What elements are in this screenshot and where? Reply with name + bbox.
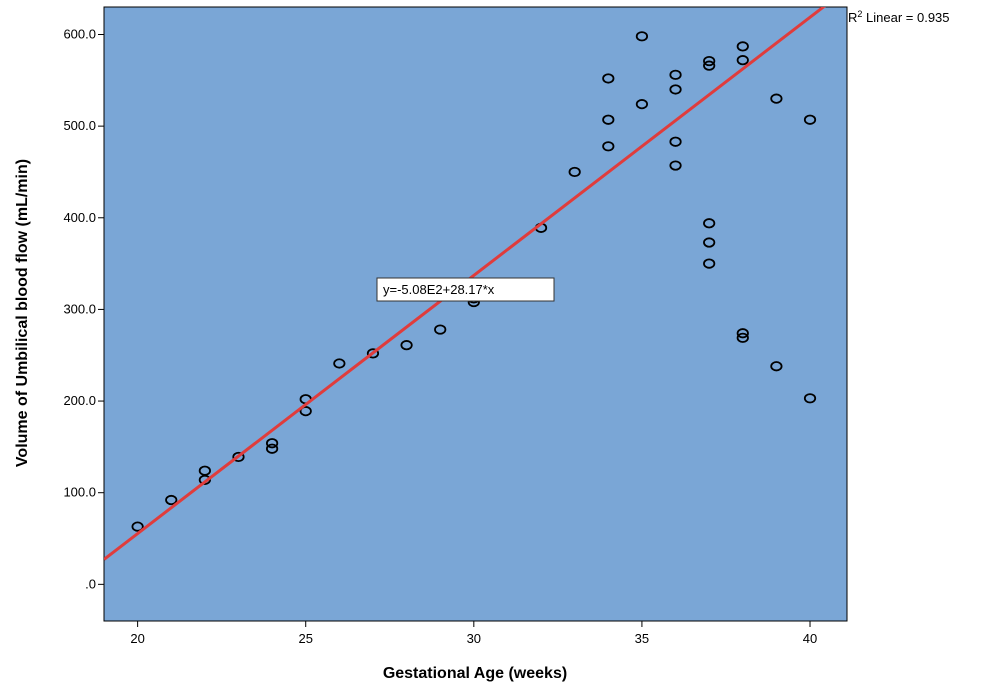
data-point — [803, 114, 817, 125]
data-point — [703, 60, 716, 71]
data-point — [265, 438, 279, 449]
data-point — [635, 31, 649, 42]
axes-group: .0 100.0 200.0 300.0 400.0 500.0 600.0 20 25 30 35… — [63, 26, 817, 646]
equation-box: y=-5.08E2+28.17*x — [376, 277, 555, 302]
data-point — [669, 136, 682, 147]
data-point — [265, 443, 279, 454]
x-tick-label: 35 — [635, 631, 649, 646]
data-point — [703, 258, 716, 269]
y-tick-label: 400.0 — [63, 210, 96, 225]
y-tick-label: 300.0 — [63, 301, 96, 316]
data-point — [736, 332, 749, 343]
data-point — [669, 160, 682, 171]
fit-line — [104, 7, 826, 561]
data-point — [602, 114, 615, 125]
y-tick-label: .0 — [85, 576, 96, 591]
data-point — [669, 84, 682, 95]
x-tick-label: 20 — [130, 631, 144, 646]
x-tick-label: 25 — [298, 631, 312, 646]
r-squared-prefix: R — [848, 10, 857, 25]
data-point — [299, 406, 312, 417]
r-squared-suffix: Linear = 0.935 — [862, 10, 949, 25]
data-point — [131, 521, 144, 532]
data-point — [602, 73, 615, 84]
equation-box-frame — [376, 277, 555, 302]
data-point — [669, 69, 682, 80]
data-point — [333, 358, 346, 369]
data-point — [736, 41, 749, 52]
plot-background — [103, 6, 848, 622]
data-point — [703, 55, 716, 67]
data-point — [198, 465, 211, 476]
plot-area-group — [103, 6, 848, 622]
y-tick-label: 200.0 — [63, 393, 96, 408]
y-axis-title: Volume of Umbilical blood flow (mL/min) — [14, 159, 31, 467]
data-point — [703, 218, 716, 229]
data-point — [635, 99, 649, 110]
data-point — [434, 324, 447, 335]
data-point — [165, 494, 178, 506]
data-point — [803, 393, 817, 404]
data-point — [770, 361, 783, 372]
x-axis-title: Gestational Age (weeks) — [383, 665, 567, 682]
data-point — [736, 328, 749, 339]
y-tick-label: 100.0 — [63, 485, 96, 500]
x-tick-label: 30 — [467, 631, 481, 646]
equation-label: y=-5.08E2+28.17*x — [383, 282, 495, 297]
data-point — [568, 166, 581, 178]
data-point — [400, 340, 413, 351]
data-point — [366, 348, 380, 359]
data-point — [703, 237, 716, 248]
y-tick-label: 600.0 — [63, 26, 96, 41]
data-point — [602, 141, 615, 152]
r-squared-superscript: 2 — [857, 9, 862, 19]
r-squared-label: R2 Linear = 0.935 — [848, 9, 950, 25]
x-tick-label: 40 — [803, 631, 817, 646]
data-point — [770, 93, 783, 104]
data-point — [232, 451, 245, 463]
y-tick-label: 500.0 — [63, 118, 96, 133]
data-point — [736, 55, 749, 66]
